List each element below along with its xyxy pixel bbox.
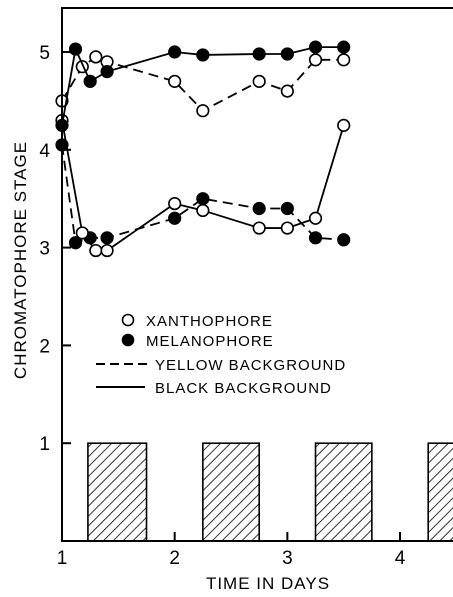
data-point-1-3 — [100, 231, 114, 245]
x-tick-label-2: 3 — [282, 548, 293, 569]
data-point-1-6 — [252, 201, 266, 216]
legend-xanthophore-marker — [121, 313, 135, 327]
legend-melanophore-label: MELANOPHORE — [146, 333, 274, 350]
data-point-3-4 — [168, 45, 182, 59]
data-point-1-7 — [280, 201, 294, 216]
y-tick-label-0: 1 — [39, 434, 50, 455]
data-point-3-6 — [252, 47, 266, 61]
data-point-3-3 — [100, 64, 114, 79]
y-axis-label: CHROMATOPHORE STAGE — [11, 141, 30, 379]
x-axis-label: TIME IN DAYS — [206, 574, 330, 593]
y-tick-label-2: 3 — [39, 239, 50, 260]
data-point-0-9 — [337, 53, 351, 67]
legend: XANTHOPHORE MELANOPHORE YELLOW BACKGROUN… — [96, 313, 346, 397]
data-point-0-4 — [168, 74, 182, 88]
x-tick-label-0: 1 — [57, 548, 68, 569]
tick-layer: 1 2 3 4 5 1 2 3 4 — [39, 43, 405, 569]
data-point-2-1 — [75, 226, 89, 240]
data-point-3-8 — [308, 40, 323, 54]
legend-melanophore-marker — [121, 333, 135, 347]
series-layer — [55, 40, 351, 258]
x-tick-label-1: 2 — [169, 548, 180, 569]
dark-period-bar-3 — [427, 442, 453, 542]
data-point-3-2 — [83, 74, 97, 88]
series-line-2 — [61, 120, 345, 252]
series-line-0 — [61, 55, 344, 112]
data-point-0-6 — [252, 74, 266, 88]
data-point-0-7 — [280, 84, 294, 98]
data-point-2-3 — [100, 243, 114, 258]
data-point-2-4 — [168, 196, 182, 211]
data-point-1-1 — [68, 236, 83, 250]
dark-period-bar-2 — [314, 442, 373, 542]
data-point-2-9 — [337, 118, 351, 132]
data-point-0-2 — [89, 50, 103, 64]
dark-periods — [87, 442, 453, 542]
y-tick-label-4: 5 — [39, 43, 50, 64]
legend-yellow-background-label: YELLOW BACKGROUND — [155, 357, 346, 374]
data-point-0-5 — [196, 104, 210, 118]
y-tick-label-1: 2 — [39, 336, 50, 357]
data-point-1-8 — [308, 231, 323, 245]
data-point-2-7 — [280, 221, 294, 235]
x-tick-label-3: 4 — [395, 548, 406, 569]
dark-period-bar-1 — [202, 442, 260, 542]
data-point-0-8 — [308, 53, 323, 67]
y-tick-label-3: 4 — [39, 141, 50, 162]
data-point-3-9 — [337, 40, 351, 54]
data-point-1-9 — [337, 233, 351, 247]
legend-xanthophore-label: XANTHOPHORE — [146, 313, 273, 330]
data-point-2-8 — [308, 211, 323, 225]
data-point-3-7 — [280, 47, 294, 61]
data-point-1-5 — [196, 192, 210, 206]
data-point-1-4 — [168, 211, 182, 225]
legend-black-background-label: BLACK BACKGROUND — [155, 380, 332, 397]
data-point-2-2 — [89, 243, 103, 258]
plot-frame — [61, 7, 453, 542]
data-point-3-5 — [196, 48, 210, 62]
data-point-2-5 — [196, 203, 210, 218]
dark-period-bar-0 — [87, 442, 148, 542]
series-line-3 — [61, 46, 344, 126]
data-point-2-6 — [252, 221, 266, 235]
data-point-3-1 — [68, 42, 83, 56]
